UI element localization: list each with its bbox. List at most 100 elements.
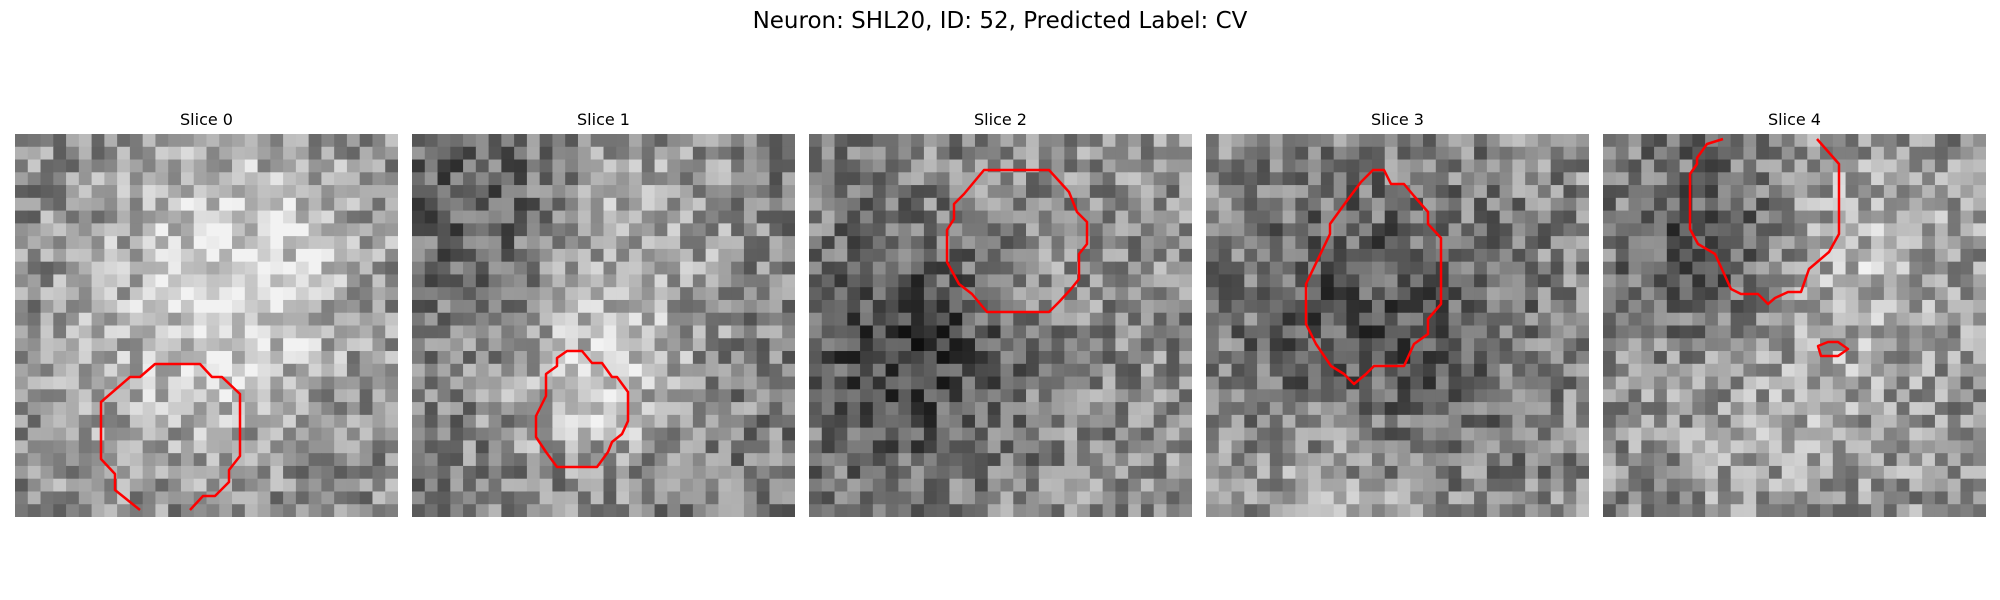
pixel — [731, 504, 745, 517]
pixel — [15, 261, 29, 276]
pixel — [1231, 185, 1245, 199]
pixel — [1231, 363, 1245, 378]
pixel — [270, 453, 284, 467]
pixel — [1244, 363, 1258, 378]
pixel — [346, 402, 361, 416]
pixel — [53, 236, 67, 250]
pixel — [1026, 172, 1040, 186]
pixel — [1474, 172, 1488, 186]
pixel — [1654, 287, 1668, 301]
pixel — [692, 389, 707, 403]
pixel — [15, 312, 29, 327]
pixel — [295, 427, 310, 441]
pixel — [450, 325, 464, 339]
pixel — [1960, 197, 1974, 212]
pixel — [437, 376, 451, 390]
pixel — [629, 351, 643, 365]
pixel — [1064, 363, 1078, 378]
pixel — [756, 453, 771, 467]
pixel — [1295, 351, 1309, 365]
pixel — [590, 172, 605, 186]
pixel — [1140, 261, 1155, 276]
pixel — [641, 402, 656, 416]
pixel — [40, 210, 54, 224]
pixel — [1371, 338, 1386, 352]
pixel — [603, 185, 617, 199]
pixel — [565, 197, 579, 212]
pixel — [295, 287, 310, 301]
pixel — [1692, 465, 1706, 480]
pixel — [142, 248, 157, 263]
pixel — [809, 363, 823, 378]
pixel — [78, 134, 93, 148]
pixel — [168, 453, 182, 467]
pixel — [809, 453, 823, 467]
pixel — [475, 159, 490, 173]
pixel — [1140, 440, 1155, 454]
pixel — [1051, 312, 1065, 327]
pixel — [1244, 223, 1258, 237]
pixel — [603, 363, 617, 378]
pixel — [1679, 325, 1693, 339]
pixel — [1166, 414, 1180, 429]
pixel — [463, 414, 477, 429]
pixel — [1717, 236, 1732, 250]
pixel — [450, 351, 464, 365]
pixel — [1486, 389, 1501, 403]
pixel — [1064, 159, 1078, 173]
pixel — [1615, 351, 1630, 365]
pixel — [1973, 440, 1986, 454]
pixel — [1102, 210, 1116, 224]
pixel — [1206, 172, 1220, 186]
pixel — [847, 453, 861, 467]
pixel — [463, 351, 477, 365]
pixel — [437, 146, 451, 161]
pixel — [1320, 453, 1335, 467]
pixel — [654, 248, 668, 263]
pixel — [539, 414, 554, 429]
pixel — [1781, 478, 1796, 493]
pixel — [219, 236, 233, 250]
pixel — [1603, 197, 1617, 212]
pixel — [1231, 159, 1245, 173]
pixel — [1102, 363, 1116, 378]
pixel — [705, 376, 719, 390]
pixel — [743, 312, 758, 327]
pixel — [1282, 363, 1296, 378]
pixel — [1858, 312, 1872, 327]
pixel — [1102, 351, 1116, 365]
pixel — [1333, 478, 1348, 493]
pixel — [1064, 402, 1078, 416]
pixel — [1934, 185, 1949, 199]
pixel — [1845, 325, 1859, 339]
pixel — [821, 312, 836, 327]
pixel — [193, 185, 208, 199]
pixel — [654, 351, 668, 365]
pixel — [1474, 236, 1488, 250]
pixel — [1781, 236, 1796, 250]
pixel — [1102, 261, 1116, 276]
pixel — [962, 465, 976, 480]
pixel — [180, 338, 195, 352]
pixel — [898, 402, 912, 416]
pixel — [680, 223, 694, 237]
pixel — [232, 465, 246, 480]
pixel — [1423, 338, 1437, 352]
pixel — [1512, 465, 1526, 480]
pixel — [15, 223, 29, 237]
pixel — [949, 159, 963, 173]
pixel — [974, 274, 989, 288]
pixel — [1269, 427, 1284, 441]
pixel — [987, 274, 1002, 288]
pixel — [705, 261, 719, 276]
pixel — [1410, 504, 1424, 517]
pixel — [1934, 325, 1949, 339]
pixel — [1717, 427, 1732, 441]
pixel — [1282, 236, 1296, 250]
pixel — [1423, 312, 1437, 327]
pixel — [654, 146, 668, 161]
pixel — [463, 478, 477, 493]
pixel — [1730, 453, 1745, 467]
pixel — [155, 223, 169, 237]
pixel — [475, 453, 490, 467]
